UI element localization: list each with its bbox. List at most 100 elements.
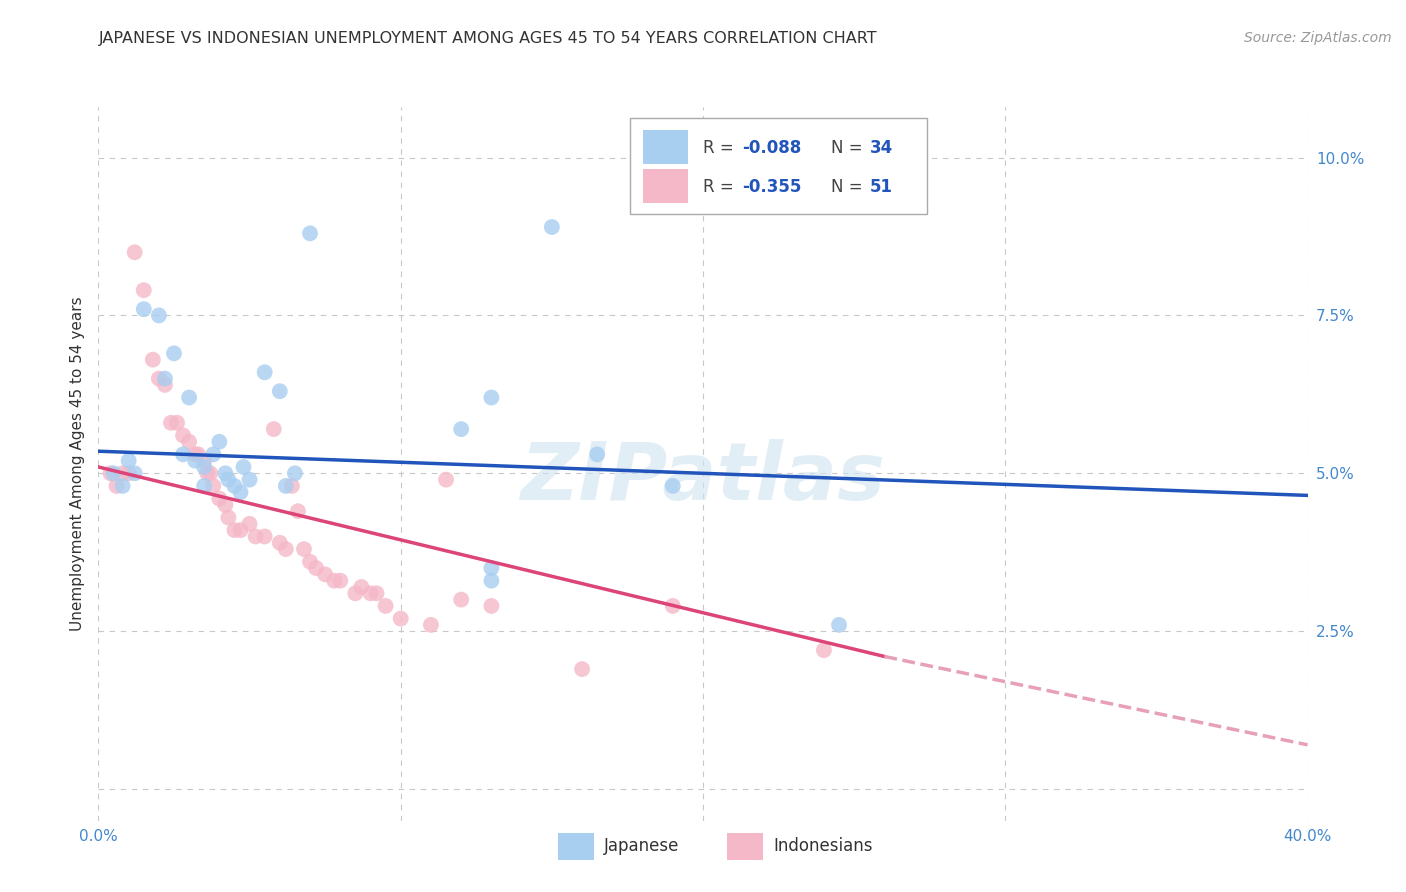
- Point: [153, 371, 176, 385]
- Point: [269, 384, 291, 399]
- Point: [195, 467, 218, 481]
- Text: 51: 51: [870, 178, 893, 196]
- Point: [284, 467, 307, 481]
- Point: [172, 428, 194, 442]
- Point: [148, 309, 170, 323]
- Point: [239, 473, 262, 487]
- Text: -0.088: -0.088: [742, 139, 801, 157]
- Text: R =: R =: [703, 178, 740, 196]
- Point: [184, 453, 207, 467]
- Point: [344, 586, 367, 600]
- Point: [111, 479, 134, 493]
- Point: [214, 498, 236, 512]
- Point: [224, 523, 246, 537]
- Point: [132, 302, 155, 317]
- Point: [828, 618, 851, 632]
- Point: [360, 586, 382, 600]
- Point: [224, 479, 246, 493]
- Point: [287, 504, 309, 518]
- Point: [160, 416, 183, 430]
- Point: [111, 467, 134, 481]
- Point: [200, 467, 222, 481]
- Point: [208, 491, 231, 506]
- Point: [813, 643, 835, 657]
- FancyBboxPatch shape: [558, 833, 595, 860]
- Point: [299, 227, 322, 241]
- FancyBboxPatch shape: [643, 169, 689, 203]
- Point: [229, 523, 252, 537]
- Point: [571, 662, 593, 676]
- Point: [217, 473, 239, 487]
- Point: [214, 467, 236, 481]
- Point: [662, 479, 685, 493]
- Point: [172, 447, 194, 461]
- Point: [163, 346, 186, 360]
- Point: [420, 618, 443, 632]
- Point: [193, 460, 215, 475]
- Point: [292, 542, 315, 557]
- Text: 34: 34: [870, 139, 893, 157]
- Text: ZIPatlas: ZIPatlas: [520, 439, 886, 517]
- Point: [350, 580, 373, 594]
- Point: [232, 460, 254, 475]
- Text: Source: ZipAtlas.com: Source: ZipAtlas.com: [1244, 31, 1392, 45]
- Text: Japanese: Japanese: [603, 838, 679, 855]
- Text: Indonesians: Indonesians: [773, 838, 873, 855]
- Point: [217, 510, 239, 524]
- Point: [202, 479, 225, 493]
- Point: [314, 567, 336, 582]
- Point: [229, 485, 252, 500]
- Point: [239, 516, 262, 531]
- Point: [329, 574, 352, 588]
- Point: [105, 479, 128, 493]
- Text: N =: N =: [831, 139, 868, 157]
- Point: [118, 467, 141, 481]
- Point: [434, 473, 457, 487]
- Point: [184, 447, 207, 461]
- Point: [450, 422, 472, 436]
- Point: [253, 365, 276, 379]
- Point: [263, 422, 285, 436]
- Point: [132, 283, 155, 297]
- Point: [481, 599, 503, 613]
- Point: [481, 391, 503, 405]
- Point: [299, 555, 322, 569]
- Point: [208, 434, 231, 449]
- Text: JAPANESE VS INDONESIAN UNEMPLOYMENT AMONG AGES 45 TO 54 YEARS CORRELATION CHART: JAPANESE VS INDONESIAN UNEMPLOYMENT AMON…: [98, 31, 877, 46]
- Point: [166, 416, 188, 430]
- Point: [374, 599, 396, 613]
- Point: [100, 467, 122, 481]
- Point: [481, 574, 503, 588]
- Point: [118, 453, 141, 467]
- Point: [323, 574, 346, 588]
- Point: [389, 611, 412, 625]
- Point: [274, 479, 297, 493]
- Point: [124, 467, 146, 481]
- Point: [450, 592, 472, 607]
- Point: [274, 542, 297, 557]
- Point: [586, 447, 609, 461]
- Point: [193, 453, 215, 467]
- Point: [540, 220, 562, 235]
- Point: [481, 561, 503, 575]
- Point: [179, 391, 201, 405]
- Text: -0.355: -0.355: [742, 178, 801, 196]
- Point: [124, 245, 146, 260]
- Point: [366, 586, 388, 600]
- Text: N =: N =: [831, 178, 868, 196]
- Point: [148, 371, 170, 385]
- Y-axis label: Unemployment Among Ages 45 to 54 years: Unemployment Among Ages 45 to 54 years: [69, 296, 84, 632]
- Point: [202, 447, 225, 461]
- Point: [193, 479, 215, 493]
- Point: [153, 378, 176, 392]
- FancyBboxPatch shape: [643, 130, 689, 164]
- Point: [245, 529, 267, 543]
- Point: [253, 529, 276, 543]
- Point: [269, 535, 291, 549]
- Point: [305, 561, 328, 575]
- Point: [281, 479, 304, 493]
- Point: [142, 352, 165, 367]
- Point: [662, 599, 685, 613]
- Point: [187, 447, 209, 461]
- Point: [103, 467, 125, 481]
